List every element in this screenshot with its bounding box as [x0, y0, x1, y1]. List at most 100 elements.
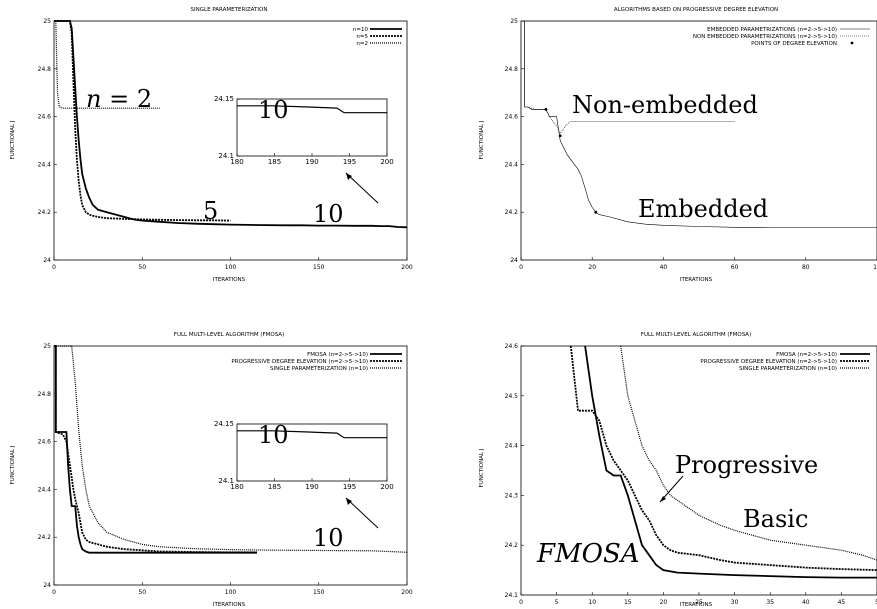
panel3-annotation-10: 10 — [313, 524, 344, 552]
panel4-ytick-label: 24.4 — [505, 443, 519, 450]
panel4-title: FULL MULTI-LEVEL ALGORITHM (FMOSA) — [641, 332, 751, 338]
panel3-inset-line — [237, 430, 387, 439]
panel4-legend-label-0: FMOSA (n=2->5->10) — [776, 352, 837, 358]
panel1-ylabel: FUNCTIONAL J — [10, 120, 16, 159]
panel4-xtick-label: 5 — [875, 599, 877, 606]
panel3-xtick-label: 0 — [52, 589, 56, 596]
panel3-inset-ytick-label: 24.1 — [218, 477, 234, 485]
panel4-series-line-1 — [569, 345, 877, 571]
panel3-legend-label-1: PROGRESSIVE DEGREE ELEVATION (n=2->5->10… — [231, 359, 368, 365]
panel1-series-line-2 — [54, 20, 160, 109]
panel1-ytick-label: 24.6 — [38, 114, 52, 121]
panel1-inset-arrow — [345, 172, 379, 204]
panel1-legend-label-1: n=5 — [356, 34, 368, 40]
panel1-xtick-label: 200 — [401, 264, 413, 271]
panel4-legend: FMOSA (n=2->5->10) PROGRESSIVE DEGREE EL… — [700, 352, 870, 372]
panel4-xtick-label: 35 — [766, 599, 774, 606]
panel2-series — [521, 20, 877, 228]
panel1-inset-xtick-label: 195 — [343, 158, 356, 166]
panel1-series-line-1 — [54, 20, 231, 222]
panel1-legend: n=10 n=5 n=2 — [353, 27, 402, 47]
panel3-ylabel: FUNCTIONAL J — [10, 445, 16, 484]
panel3-title: FULL MULTI-LEVEL ALGORITHM (FMOSA) — [174, 332, 284, 338]
panel1-annotation-5: 5 — [203, 197, 218, 225]
panel2-xtick-label: 10 — [873, 264, 877, 271]
panel1-xlabel: ITERATIONS — [213, 277, 246, 283]
panel3-legend-label-0: FMOSA (n=2->5->10) — [307, 352, 368, 358]
panel2-annotation-nonembedded: Non-embedded — [572, 91, 758, 119]
panel4-ytick-label: 24.3 — [505, 492, 519, 499]
panel2-ytick-label: 24 — [510, 257, 518, 264]
panel1-xtick-label: 50 — [138, 264, 146, 271]
panel1-inset-ytick-label: 24.1 — [218, 152, 234, 160]
panel2-xtick-label: 40 — [660, 264, 668, 271]
panel4-xtick-label: 20 — [660, 599, 668, 606]
panel3-inset-arrowhead — [346, 498, 352, 505]
panel4-annotation-progressive: Progressive — [675, 451, 818, 479]
panel2-ytick-label: 25 — [510, 18, 518, 25]
panel4-annotation-basic: Basic — [743, 505, 808, 533]
panel4-legend-label-1: PROGRESSIVE DEGREE ELEVATION (n=2->5->10… — [700, 359, 837, 365]
panel4-series-line-0 — [584, 345, 877, 579]
panel4-xtick-label: 5 — [555, 599, 559, 606]
panel4-ytick-label: 24.2 — [505, 542, 519, 549]
panel3-series-line-0 — [54, 345, 257, 554]
panel2-ytick-label: 24.2 — [505, 209, 519, 216]
panel1-ytick-label: 24.4 — [38, 161, 52, 168]
panel1-legend-label-0: n=10 — [353, 27, 369, 33]
panel2-xlabel: ITERATIONS — [680, 277, 713, 283]
panel3-ticks: 0 50 100 150 200 24 24.2 24.4 24.6 24.8 25 — [38, 343, 413, 596]
panel3-series-line-1 — [54, 345, 257, 554]
panel4-ytick-label: 24.6 — [505, 343, 519, 350]
panel3-inset-xtick-label: 185 — [268, 483, 281, 491]
panel2-xtick-label: 20 — [588, 264, 596, 271]
panel3-inset-xtick-label: 200 — [380, 483, 393, 491]
panel1-inset-label: 10 — [258, 96, 289, 124]
panel3-inset: 180 185 190 195 200 24.1 24.15 10 — [214, 420, 394, 491]
panel-fmosa-zoom: FULL MULTI-LEVEL ALGORITHM (FMOSA) 0 5 10 1… — [479, 332, 877, 608]
panel2-annotation-embedded: Embedded — [638, 195, 768, 223]
panel1-inset-xtick-label: 180 — [230, 158, 243, 166]
panel2-ylabel: FUNCTIONAL J — [479, 120, 485, 159]
panel2-xtick-label: 60 — [731, 264, 739, 271]
panel2-xtick-label: 0 — [519, 264, 523, 271]
panel1-ytick-label: 24.8 — [38, 66, 52, 73]
panel2-ticks: 0 20 40 60 80 10 24 24.2 24.4 24.6 24.8 25 — [505, 18, 877, 271]
panel4-annotation-fmosa: FMOSA — [536, 539, 640, 569]
panel2-ytick-label: 24.4 — [505, 161, 519, 168]
panel2-legend: EMBEDDED PARAMETRIZATIONS (n=2->5->10) N… — [693, 27, 870, 47]
panel2-marker-point — [544, 108, 548, 111]
panel2-legend-label-2: POINTS OF DEGREE ELEVATION — [751, 41, 837, 47]
panel4-ytick-label: 24.5 — [505, 393, 519, 400]
panel1-inset-xtick-label: 190 — [305, 158, 318, 166]
panel-single-parameterization: SINGLE PARAMETERIZATION 0 50 100 150 200 24 24… — [10, 7, 413, 283]
panel3-inset-label: 10 — [258, 421, 289, 449]
panel1-annotation-n2: n = 2 — [86, 85, 152, 113]
panel1-xtick-label: 150 — [313, 264, 325, 271]
panel3-ytick-label: 24 — [43, 582, 51, 589]
panel2-legend-label-1: NON EMBEDDED PARAMETRIZATIONS (n=2->5->1… — [693, 34, 837, 40]
panel4-xtick-label: 0 — [519, 599, 523, 606]
panel3-series — [54, 345, 408, 554]
panel3-xtick-label: 200 — [401, 589, 413, 596]
panel3-inset-xtick-label: 195 — [343, 483, 356, 491]
panel1-inset: 180 185 190 195 200 24.1 24.15 10 — [214, 95, 394, 166]
panel3-ytick-label: 24.8 — [38, 391, 52, 398]
panel4-ticks: 0 5 10 15 20 25 30 35 40 45 5 24.1 24.2 24.3 24.4 24.5 2… — [505, 343, 877, 606]
panel2-frame — [520, 20, 877, 261]
panel1-inset-ticks: 180 185 190 195 200 24.1 24.15 — [214, 95, 394, 166]
panel3-xlabel: ITERATIONS — [213, 602, 246, 608]
panel3-xtick-label: 100 — [225, 589, 237, 596]
panel4-xtick-label: 30 — [731, 599, 739, 606]
panel3-inset-xtick-label: 190 — [305, 483, 318, 491]
panel2-ytick-label: 24.8 — [505, 66, 519, 73]
panel3-inset-xtick-label: 180 — [230, 483, 243, 491]
panel1-inset-line — [237, 105, 387, 114]
panel3-xtick-label: 50 — [138, 589, 146, 596]
panel2-title: ALGORITHMS BASED ON PROGRESSIVE DEGREE E… — [614, 7, 778, 13]
panel4-xtick-label: 45 — [838, 599, 846, 606]
panel-fmosa-full: FULL MULTI-LEVEL ALGORITHM (FMOSA) 0 50 10… — [10, 332, 413, 608]
panel3-inset-ticks: 180 185 190 195 200 24.1 24.15 — [214, 420, 394, 491]
panel4-xtick-label: 10 — [588, 599, 596, 606]
